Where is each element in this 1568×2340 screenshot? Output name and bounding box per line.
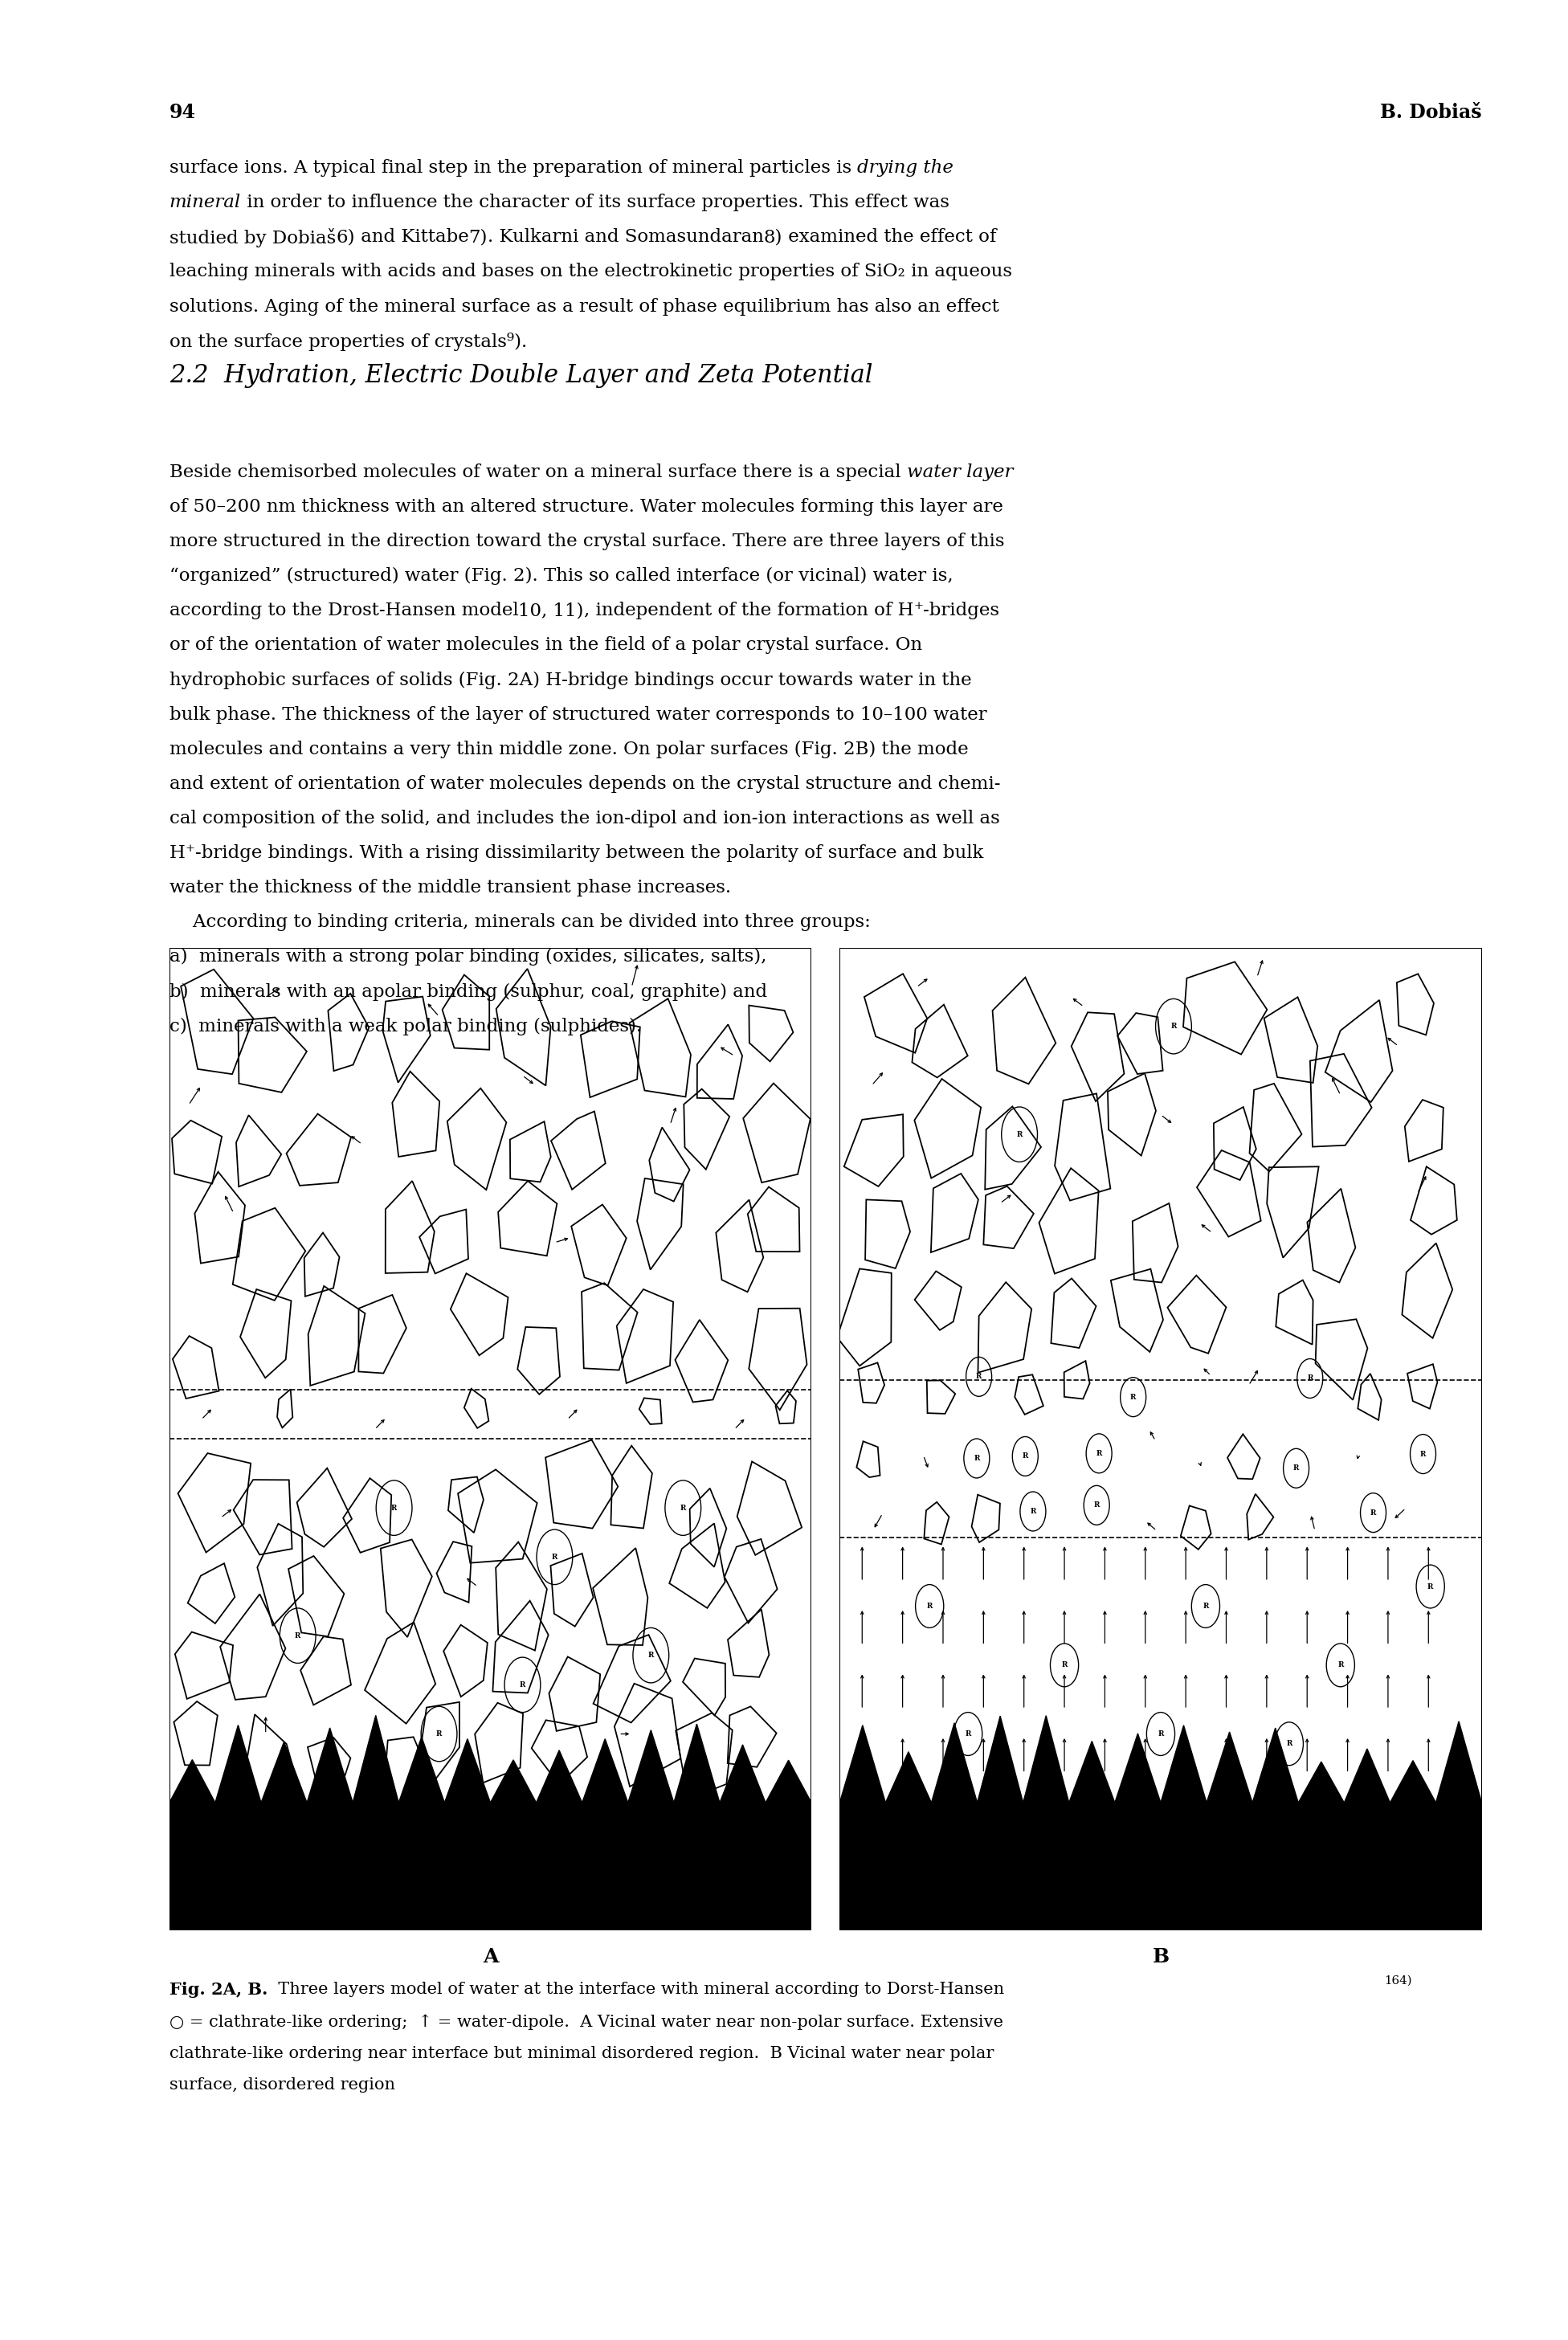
- Text: R: R: [1421, 1451, 1425, 1458]
- Text: , independent of the formation of H: , independent of the formation of H: [583, 601, 914, 620]
- Text: According to binding criteria, minerals can be divided into three groups:: According to binding criteria, minerals …: [169, 913, 870, 931]
- Text: B. Dobiaš: B. Dobiaš: [1380, 103, 1482, 122]
- Text: hydrophobic surfaces of solids (Fig. 2A) H-bridge bindings occur towards water i: hydrophobic surfaces of solids (Fig. 2A)…: [169, 672, 972, 688]
- Text: R: R: [436, 1729, 442, 1739]
- Polygon shape: [840, 1715, 1482, 1930]
- Text: according to the Drost-Hansen model: according to the Drost-Hansen model: [169, 601, 519, 620]
- Text: more structured in the direction toward the crystal surface. There are three lay: more structured in the direction toward …: [169, 534, 1005, 550]
- Text: R: R: [519, 1680, 525, 1689]
- Text: “organized” (structured) water (Fig. 2). This so called interface (or vicinal) w: “organized” (structured) water (Fig. 2).…: [169, 566, 953, 585]
- Text: solutions. Aging of the mineral surface as a result of phase equilibrium has als: solutions. Aging of the mineral surface …: [169, 297, 999, 316]
- Text: R: R: [1096, 1451, 1102, 1458]
- Text: water layer: water layer: [906, 463, 1013, 482]
- Text: R: R: [552, 1554, 558, 1561]
- Text: B: B: [1152, 1947, 1170, 1966]
- Polygon shape: [169, 1715, 812, 1930]
- Text: on the surface properties of crystals⁹).: on the surface properties of crystals⁹).: [169, 332, 527, 351]
- Text: R: R: [1294, 1465, 1300, 1472]
- Text: R: R: [1171, 1023, 1176, 1030]
- Text: R: R: [681, 1505, 685, 1512]
- Text: . Kulkarni and Somasundaran: . Kulkarni and Somasundaran: [488, 229, 764, 246]
- Text: R: R: [927, 1603, 933, 1610]
- Text: clathrate-like ordering near interface but minimal disordered region.  B Vicinal: clathrate-like ordering near interface b…: [169, 2045, 994, 2062]
- Text: drying the: drying the: [858, 159, 953, 178]
- Text: R: R: [1427, 1582, 1433, 1591]
- Text: molecules and contains a very thin middle zone. On polar surfaces (Fig. 2B) the : molecules and contains a very thin middl…: [169, 739, 969, 758]
- Text: R: R: [1062, 1661, 1068, 1668]
- Text: R: R: [1157, 1729, 1163, 1739]
- Text: R: R: [1308, 1376, 1312, 1383]
- Text: ⁺: ⁺: [914, 601, 924, 620]
- Text: -bridge bindings. With a rising dissimilarity between the polarity of surface an: -bridge bindings. With a rising dissimil…: [194, 845, 983, 861]
- Text: studied by Dobiaš: studied by Dobiaš: [169, 229, 336, 248]
- Text: Fig. 2A, B.: Fig. 2A, B.: [169, 1982, 268, 1998]
- Text: b)  minerals with an apolar binding (sulphur, coal, graphite) and: b) minerals with an apolar binding (sulp…: [169, 983, 767, 1002]
- Text: and extent of orientation of water molecules depends on the crystal structure an: and extent of orientation of water molec…: [169, 775, 1000, 793]
- Text: -bridges: -bridges: [924, 601, 999, 620]
- Text: Beside chemisorbed molecules of water on a mineral surface there is a special: Beside chemisorbed molecules of water on…: [169, 463, 906, 482]
- Text: mineral: mineral: [169, 194, 241, 211]
- Text: 94: 94: [169, 103, 196, 122]
- Text: 164): 164): [1385, 1975, 1413, 1987]
- Text: water the thickness of the middle transient phase increases.: water the thickness of the middle transi…: [169, 880, 731, 896]
- Text: Three layers model of water at the interface with mineral according to Dorst-Han: Three layers model of water at the inter…: [268, 1982, 1005, 1998]
- Text: surface ions. A typical final step in the preparation of mineral particles is: surface ions. A typical final step in th…: [169, 159, 858, 178]
- Text: or of the orientation of water molecules in the field of a polar crystal surface: or of the orientation of water molecules…: [169, 636, 922, 655]
- Text: of 50–200 nm thickness with an altered structure. Water molecules forming this l: of 50–200 nm thickness with an altered s…: [169, 498, 1004, 515]
- Text: a)  minerals with a strong polar binding (oxides, silicates, salts),: a) minerals with a strong polar binding …: [169, 948, 767, 966]
- Text: cal composition of the solid, and includes the ion-dipol and ion-ion interaction: cal composition of the solid, and includ…: [169, 810, 1000, 828]
- Text: 2.2  Hydration, Electric Double Layer and Zeta Potential: 2.2 Hydration, Electric Double Layer and…: [169, 363, 873, 388]
- Text: R: R: [1203, 1603, 1209, 1610]
- Text: R: R: [1022, 1453, 1029, 1460]
- Text: surface, disordered region: surface, disordered region: [169, 2078, 395, 2092]
- Text: R: R: [966, 1729, 971, 1739]
- Text: ⁺: ⁺: [185, 845, 194, 861]
- Text: 8): 8): [764, 229, 782, 246]
- Text: R: R: [1131, 1392, 1137, 1402]
- Text: R: R: [1030, 1507, 1036, 1514]
- Text: 6): 6): [336, 229, 354, 246]
- Text: in order to influence the character of its surface properties. This effect was: in order to influence the character of i…: [241, 194, 950, 211]
- Text: ○ = clathrate-like ordering;  ↑ = water-dipole.  A Vicinal water near non-polar : ○ = clathrate-like ordering; ↑ = water-d…: [169, 2015, 1004, 2029]
- Text: R: R: [1286, 1741, 1292, 1748]
- Text: 10, 11): 10, 11): [519, 601, 583, 620]
- Text: R: R: [390, 1505, 397, 1512]
- Text: R: R: [1093, 1502, 1099, 1509]
- Text: examined the effect of: examined the effect of: [782, 229, 996, 246]
- Text: leaching minerals with acids and bases on the electrokinetic properties of SiO₂ : leaching minerals with acids and bases o…: [169, 262, 1011, 281]
- Text: R: R: [1338, 1661, 1344, 1668]
- Text: c)  minerals with a weak polar binding (sulphides).: c) minerals with a weak polar binding (s…: [169, 1018, 641, 1034]
- Text: H: H: [169, 845, 185, 861]
- Text: R: R: [975, 1374, 982, 1381]
- Text: R: R: [1016, 1130, 1022, 1137]
- Text: R: R: [295, 1631, 301, 1640]
- Text: 7): 7): [469, 229, 488, 246]
- Text: bulk phase. The thickness of the layer of structured water corresponds to 10–100: bulk phase. The thickness of the layer o…: [169, 707, 986, 723]
- Text: and Kittabe: and Kittabe: [354, 229, 469, 246]
- Text: A: A: [483, 1947, 499, 1966]
- Text: R: R: [648, 1652, 654, 1659]
- Text: R: R: [974, 1455, 980, 1462]
- Text: R: R: [1370, 1509, 1377, 1516]
